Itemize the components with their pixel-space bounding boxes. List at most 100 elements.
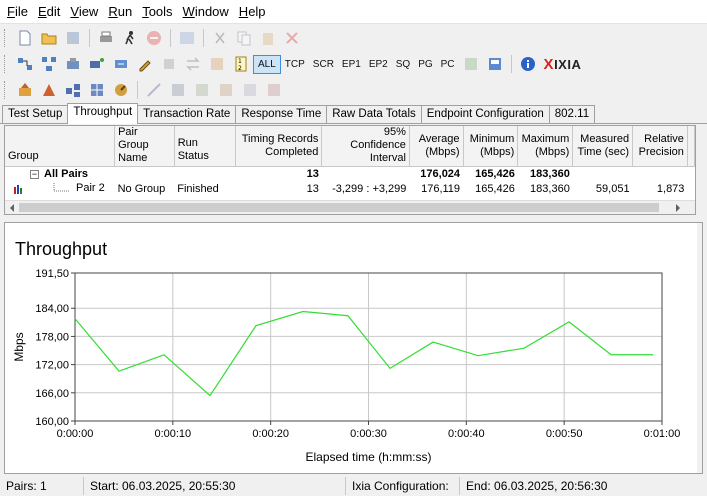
col-measured-time[interactable]: Measured Time (sec) [572, 126, 634, 167]
voip-pair-icon[interactable] [113, 56, 129, 72]
col-group[interactable]: Group [5, 126, 116, 167]
add-multicast-icon[interactable] [41, 56, 57, 72]
tab-throughput[interactable]: Throughput [67, 103, 139, 124]
cell-pair-group [115, 166, 175, 181]
save-icon[interactable] [65, 30, 81, 46]
copy-icon[interactable] [236, 30, 252, 46]
tool-run-icon[interactable] [41, 82, 57, 98]
tab-raw-data-totals[interactable]: Raw Data Totals [326, 105, 422, 123]
split-icon[interactable] [194, 82, 210, 98]
y-tick-label: 184,00 [35, 303, 69, 315]
paste-icon[interactable] [260, 30, 276, 46]
ixia-logo-text: IXIA [554, 56, 582, 72]
menu-window[interactable]: Window [182, 4, 229, 19]
cell-rel: 1,873 [656, 182, 685, 195]
tab-endpoint-configuration[interactable]: Endpoint Configuration [420, 105, 550, 123]
group-icon[interactable] [242, 82, 258, 98]
toolbar-grip[interactable] [4, 81, 7, 99]
network-tool-icon[interactable] [65, 82, 81, 98]
toolbar-tools [0, 78, 707, 102]
chart-vertical-scrollbar[interactable] [697, 223, 702, 473]
col-run-status[interactable]: Run Status [174, 126, 236, 167]
hardware-pair-icon[interactable] [89, 56, 105, 72]
compare-icon[interactable] [146, 82, 162, 98]
new-file-icon[interactable] [17, 30, 33, 46]
y-axis-label: Mbps [12, 332, 26, 361]
chart-title: Throughput [15, 239, 108, 259]
filter-sq-button[interactable]: SQ [395, 58, 411, 70]
topology-icon[interactable] [89, 82, 105, 98]
menu-edit[interactable]: Edit [37, 4, 61, 19]
filter-ep2-button[interactable]: EP2 [368, 58, 388, 70]
table-row-all-pairs[interactable]: − All Pairs 13 176,024 165,426 183,360 [5, 166, 695, 181]
cell-records: 13 [306, 167, 319, 180]
col-relative-precision[interactable]: Relative Precision [632, 126, 688, 167]
edit-pair-icon[interactable] [137, 56, 153, 72]
status-start: Start: 06.03.2025, 20:55:30 [84, 476, 346, 495]
collapse-icon[interactable]: − [30, 168, 39, 179]
results-table: Group Pair Group Name Run Status Timing … [5, 126, 695, 196]
status-bar: Pairs: 1 Start: 06.03.2025, 20:55:30 Ixi… [0, 475, 707, 496]
menu-file[interactable]: File [7, 4, 28, 19]
separator [510, 55, 512, 73]
stop-icon[interactable] [146, 30, 162, 46]
tab-transaction-rate[interactable]: Transaction Rate [137, 105, 237, 123]
view-icon[interactable] [179, 30, 195, 46]
filter-all-button[interactable]: ALL [253, 54, 281, 74]
x-tick-label: 0:01:00 [644, 428, 681, 440]
run-icon[interactable] [122, 30, 138, 46]
analyzer-icon[interactable] [113, 82, 129, 98]
grid-header-row: Group Pair Group Name Run Status Timing … [5, 126, 695, 167]
x-tick-label: 0:00:30 [350, 428, 387, 440]
menu-view[interactable]: View [70, 4, 99, 19]
table-row-pair-2[interactable]: Pair 2 No Group Finished 13 -3,299 : +3,… [5, 181, 695, 196]
grid-horizontal-scrollbar[interactable] [5, 200, 695, 214]
col-minimum[interactable]: Minimum (Mbps) [463, 126, 519, 167]
wizard-icon[interactable] [17, 82, 33, 98]
delete-icon[interactable] [284, 30, 300, 46]
cell-group-text: All Pairs [44, 167, 89, 180]
scroll-right-icon[interactable] [673, 202, 683, 214]
export-icon[interactable] [487, 56, 503, 72]
cut-icon[interactable] [212, 30, 228, 46]
print-icon[interactable] [98, 30, 114, 46]
toolbar-grip[interactable] [4, 55, 7, 73]
info-icon[interactable] [520, 56, 536, 72]
menu-help[interactable]: Help [238, 4, 266, 19]
ixia-logo: XIXIA [543, 55, 582, 73]
svg-text:2: 2 [238, 65, 242, 72]
renumber-icon[interactable] [209, 56, 225, 72]
tab-test-setup[interactable]: Test Setup [2, 105, 69, 123]
col-pair-group-name[interactable]: Pair Group Name [114, 126, 175, 167]
col-average[interactable]: Average (Mbps) [409, 126, 464, 167]
cell-maximum: 183,360 [530, 167, 570, 180]
open-folder-icon[interactable] [41, 30, 57, 46]
report-icon[interactable] [463, 56, 479, 72]
filter-tcp-button[interactable]: TCP [284, 58, 305, 70]
menu-run[interactable]: Run [108, 4, 133, 19]
col-timing-records[interactable]: Timing Records Completed [235, 126, 323, 167]
add-pair-icon[interactable] [17, 56, 33, 72]
cell-average: 176,119 [421, 182, 461, 195]
tab-response-time[interactable]: Response Time [235, 105, 328, 123]
filter-icon[interactable] [218, 82, 234, 98]
menu-tools[interactable]: Tools [142, 4, 173, 19]
toolbar-grip[interactable] [4, 29, 7, 47]
col-confidence-interval[interactable]: 95% Confidence Interval [321, 126, 410, 167]
cell-pair-group: No Group [117, 182, 166, 195]
tab-802-11[interactable]: 802.11 [548, 105, 596, 123]
scroll-left-icon[interactable] [7, 202, 17, 214]
pair-group-icon[interactable] [65, 56, 81, 72]
filter-pg-button[interactable]: PG [418, 58, 433, 70]
filter-ep1-button[interactable]: EP1 [341, 58, 361, 70]
filter-scr-button[interactable]: SCR [312, 58, 334, 70]
remove-pair-icon[interactable] [161, 56, 177, 72]
col-maximum[interactable]: Maximum (Mbps) [517, 126, 574, 167]
swap-endpoints-icon[interactable] [185, 56, 201, 72]
filter-pc-button[interactable]: PC [440, 58, 455, 70]
merge-icon[interactable] [170, 82, 186, 98]
ungroup-icon[interactable] [266, 82, 282, 98]
scrollbar-thumb[interactable] [19, 203, 659, 212]
